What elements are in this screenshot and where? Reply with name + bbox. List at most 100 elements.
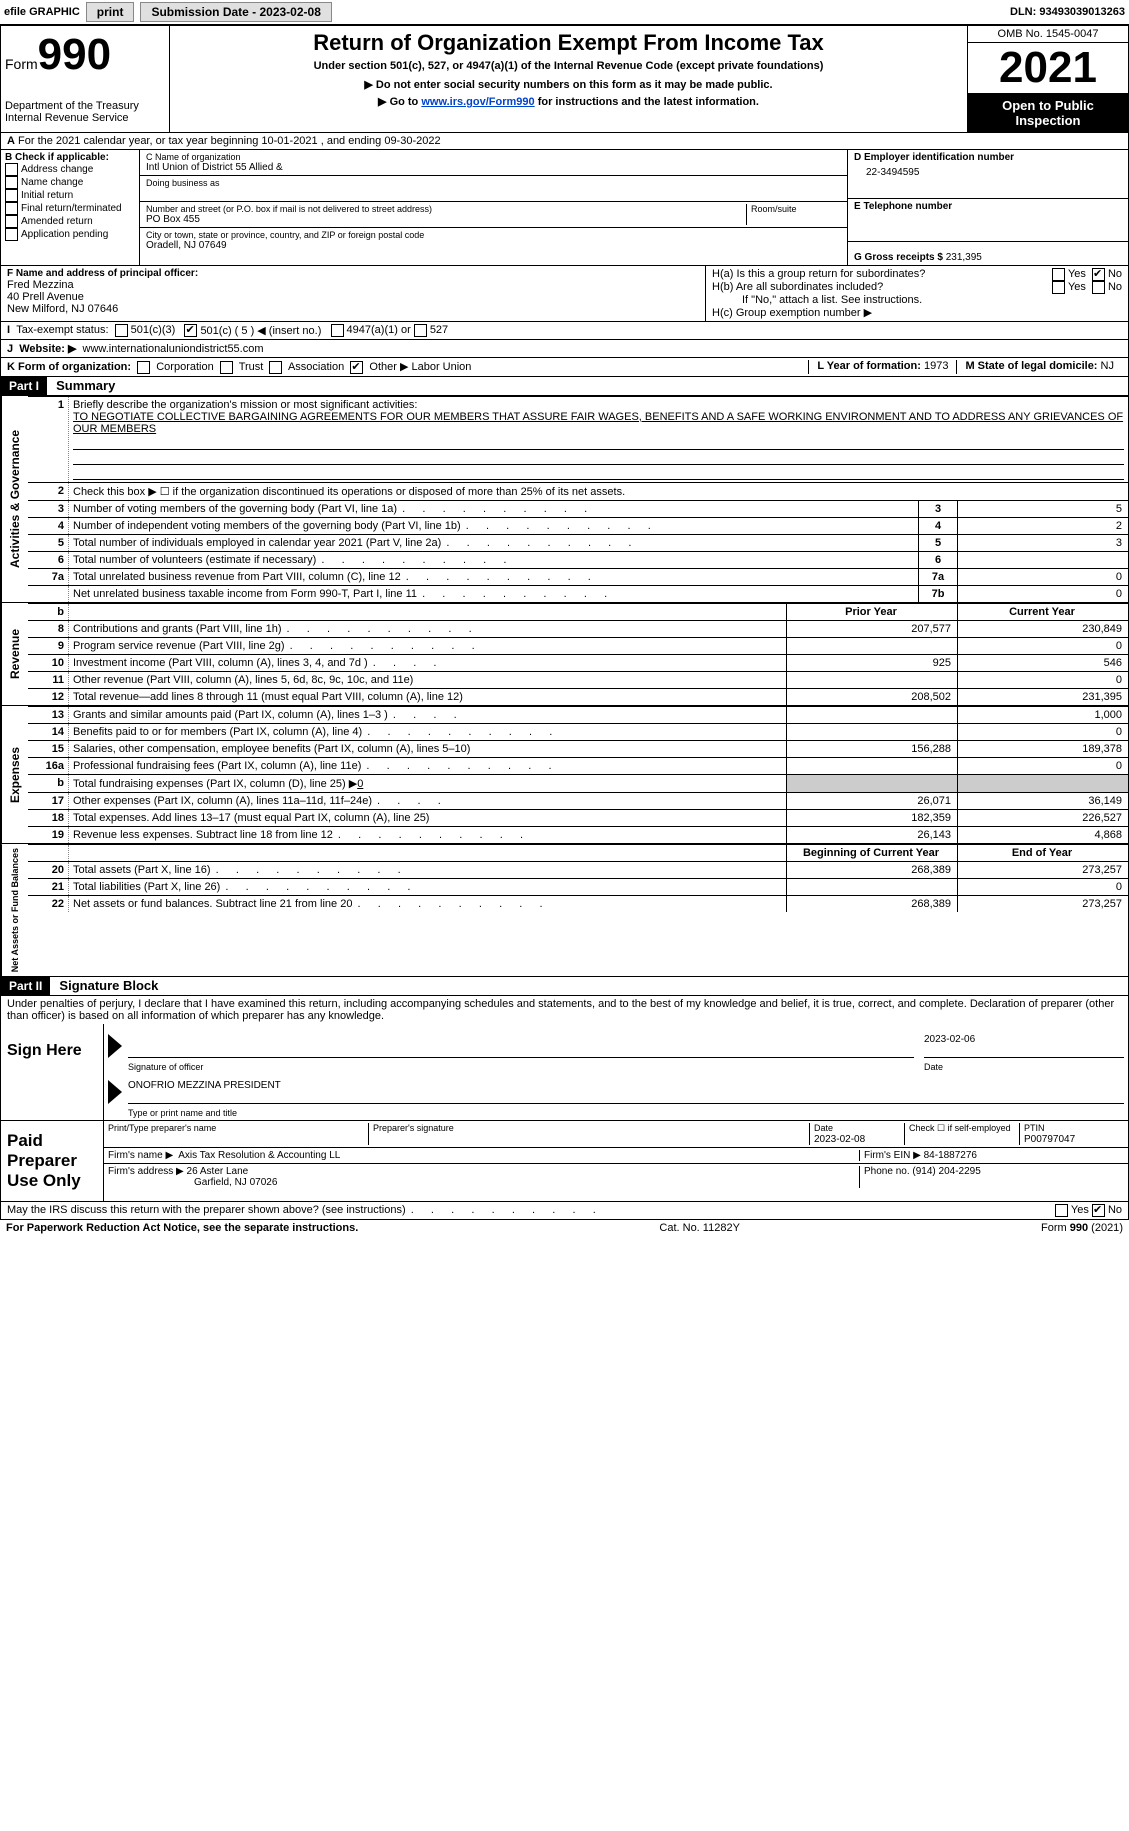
net-t-20: Total assets (Part X, line 16) xyxy=(73,864,403,876)
checkbox-initial-return[interactable] xyxy=(5,189,18,202)
rev-p-8: 207,577 xyxy=(787,620,958,637)
gross-receipts: 231,395 xyxy=(946,252,982,263)
ag-n-6: 6 xyxy=(28,551,69,568)
ha-yes-checkbox[interactable] xyxy=(1052,268,1065,281)
sig-officer-label: Signature of officer xyxy=(128,1062,924,1072)
hb-yes: Yes xyxy=(1068,281,1086,294)
ag-t-7a: Total unrelated business revenue from Pa… xyxy=(73,571,593,583)
k-other-checkbox[interactable] xyxy=(350,361,363,374)
exp-c-18: 226,527 xyxy=(958,809,1129,826)
form-label: Form xyxy=(5,56,38,72)
ptin-label: PTIN xyxy=(1024,1123,1045,1133)
exp-c-16a: 0 xyxy=(958,757,1129,774)
exp-n-16b: b xyxy=(28,774,69,792)
hb-no-checkbox[interactable] xyxy=(1092,281,1105,294)
checkbox-address-change[interactable] xyxy=(5,163,18,176)
part2-title: Signature Block xyxy=(53,978,158,993)
officer-name: Fred Mezzina xyxy=(7,279,699,291)
j-label: Website: ▶ xyxy=(19,343,76,355)
firm-addr-label: Firm's address ▶ xyxy=(108,1166,184,1177)
exp-t-15: Salaries, other compensation, employee b… xyxy=(73,743,470,755)
hb-yes-checkbox[interactable] xyxy=(1052,281,1065,294)
exp-p-15: 156,288 xyxy=(787,740,958,757)
rev-n-8: 8 xyxy=(28,620,69,637)
exp-c-17: 36,149 xyxy=(958,792,1129,809)
d-label: D Employer identification number xyxy=(854,152,1122,163)
rev-n-11: 11 xyxy=(28,671,69,688)
exp-c-16b xyxy=(958,774,1129,792)
irs-link[interactable]: www.irs.gov/Form990 xyxy=(421,96,534,108)
footer-right: Form 990 (2021) xyxy=(1041,1222,1123,1234)
paid-preparer-block: Paid Preparer Use Only Print/Type prepar… xyxy=(0,1121,1129,1202)
k-corp: Corporation xyxy=(156,361,213,373)
exp-t-18: Total expenses. Add lines 13–17 (must eq… xyxy=(73,812,429,824)
ag-t-7b: Net unrelated business taxable income fr… xyxy=(73,588,609,600)
i-527-checkbox[interactable] xyxy=(414,324,427,337)
ag-t-5: Total number of individuals employed in … xyxy=(73,537,633,549)
arrow-icon-2 xyxy=(108,1080,122,1104)
k-corp-checkbox[interactable] xyxy=(137,361,150,374)
checkbox-final-return[interactable] xyxy=(5,202,18,215)
checkbox-amended[interactable] xyxy=(5,215,18,228)
footer-year: 2021 xyxy=(1095,1222,1119,1234)
firm-name: Axis Tax Resolution & Accounting LL xyxy=(178,1150,340,1161)
net-p-22: 268,389 xyxy=(787,895,958,912)
hdr-end: End of Year xyxy=(958,844,1129,861)
hdr-current: Current Year xyxy=(958,603,1129,620)
rev-c-11: 0 xyxy=(958,671,1129,688)
phone-label: Phone no. xyxy=(864,1166,910,1177)
ha-no-checkbox[interactable] xyxy=(1092,268,1105,281)
ha-yes: Yes xyxy=(1068,268,1086,281)
row-a-text: For the 2021 calendar year, or tax year … xyxy=(18,135,441,147)
i-501c-checkbox[interactable] xyxy=(184,324,197,337)
table-ag: 1 Briefly describe the organization's mi… xyxy=(28,396,1128,602)
print-button[interactable]: print xyxy=(86,2,135,22)
checkbox-app-pending[interactable] xyxy=(5,228,18,241)
header-center: Return of Organization Exempt From Incom… xyxy=(170,26,967,132)
exp-c-19: 4,868 xyxy=(958,826,1129,843)
may-irs-no-checkbox[interactable] xyxy=(1092,1204,1105,1217)
table-rev: bPrior YearCurrent Year 8Contributions a… xyxy=(28,603,1128,705)
efile-label: efile GRAPHIC xyxy=(4,6,80,18)
row-a: A For the 2021 calendar year, or tax yea… xyxy=(0,133,1129,150)
net-n-21: 21 xyxy=(28,878,69,895)
col-b-mid: C Name of organization Intl Union of Dis… xyxy=(140,150,847,265)
ag-v-7a: 0 xyxy=(958,568,1129,585)
net-c-21: 0 xyxy=(958,878,1129,895)
k-assoc-checkbox[interactable] xyxy=(269,361,282,374)
prep-sig-label: Preparer's signature xyxy=(369,1123,810,1145)
k-trust-checkbox[interactable] xyxy=(220,361,233,374)
exp-c-15: 189,378 xyxy=(958,740,1129,757)
check-self: Check ☐ if self-employed xyxy=(905,1123,1020,1145)
i-4947-checkbox[interactable] xyxy=(331,324,344,337)
k-other-val: Labor Union xyxy=(411,361,471,373)
m-label: M State of legal domicile: xyxy=(965,360,1097,372)
i-501c3-checkbox[interactable] xyxy=(115,324,128,337)
part1-net: Net Assets or Fund Balances Beginning of… xyxy=(0,844,1129,977)
hb-no: No xyxy=(1108,281,1122,294)
ag-box-7b: 7b xyxy=(919,585,958,602)
may-irs-yes-checkbox[interactable] xyxy=(1055,1204,1068,1217)
table-exp: 13Grants and similar amounts paid (Part … xyxy=(28,706,1128,843)
prep-date: 2023-02-08 xyxy=(814,1134,865,1145)
rev-c-9: 0 xyxy=(958,637,1129,654)
k-other: Other ▶ xyxy=(369,361,408,373)
checkbox-name-change[interactable] xyxy=(5,176,18,189)
net-t-22: Net assets or fund balances. Subtract li… xyxy=(73,898,545,910)
exp-n-18: 18 xyxy=(28,809,69,826)
exp-n-13: 13 xyxy=(28,706,69,723)
i-501c: 501(c) ( 5 ) ◀ (insert no.) xyxy=(200,324,321,337)
col-b-checkboxes: B Check if applicable: Address change Na… xyxy=(1,150,140,265)
open-inspection: Open to Public Inspection xyxy=(968,94,1128,132)
form-header: Form990 Department of the Treasury Inter… xyxy=(0,25,1129,133)
rev-n-9: 9 xyxy=(28,637,69,654)
part1-header: Part I Summary xyxy=(0,377,1129,396)
submission-date-button[interactable]: Submission Date - 2023-02-08 xyxy=(140,2,331,22)
exp-16b-extra: 0 xyxy=(357,778,363,790)
ag-t-4: Number of independent voting members of … xyxy=(73,520,653,532)
ag-t-3: Number of voting members of the governin… xyxy=(73,503,589,515)
ag-n-7a: 7a xyxy=(28,568,69,585)
org-city: Oradell, NJ 07649 xyxy=(146,240,841,251)
opt-app-pending: Application pending xyxy=(21,229,108,240)
note2-post: for instructions and the latest informat… xyxy=(535,96,759,108)
